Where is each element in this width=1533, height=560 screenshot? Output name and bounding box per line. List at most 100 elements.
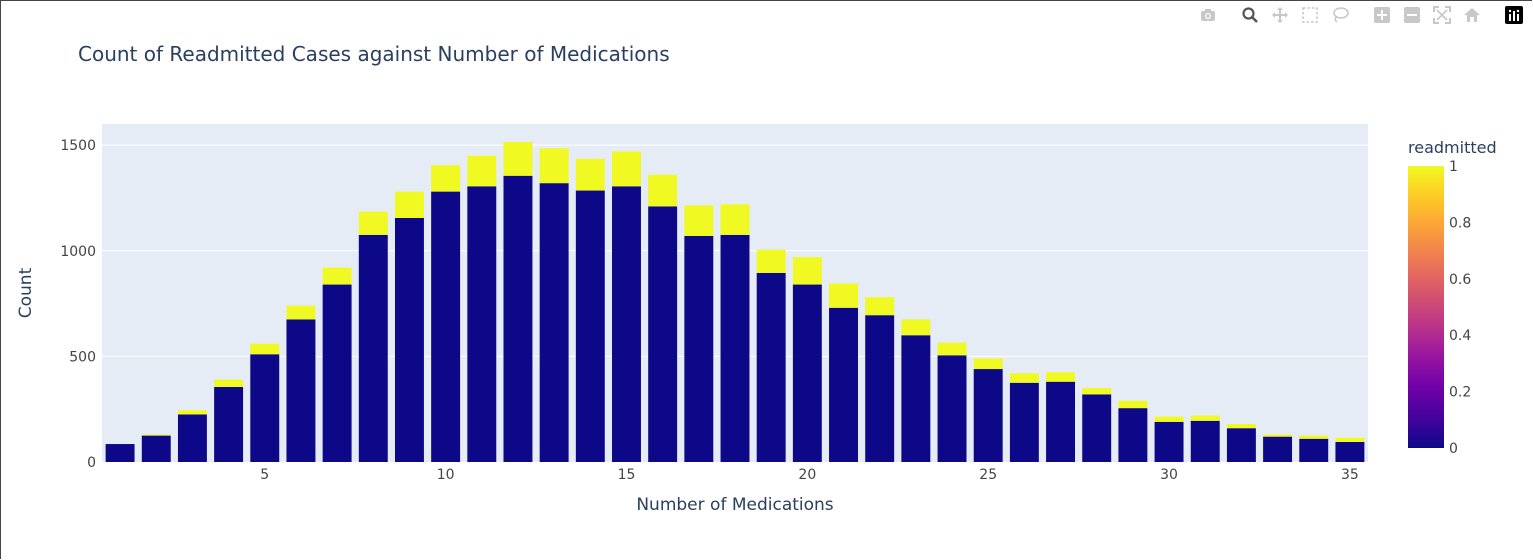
bar-readmitted-0[interactable] (937, 355, 967, 462)
camera-icon[interactable] (1197, 4, 1219, 26)
bar-readmitted-1[interactable] (286, 305, 316, 320)
y-tick-label: 500 (69, 349, 96, 365)
bar-readmitted-1[interactable] (937, 342, 967, 356)
y-tick-label: 1000 (60, 244, 96, 260)
bar-readmitted-1[interactable] (901, 319, 931, 336)
bar-readmitted-0[interactable] (648, 206, 678, 462)
pan-icon[interactable] (1269, 4, 1291, 26)
bar-readmitted-0[interactable] (1299, 438, 1329, 462)
bar-readmitted-0[interactable] (141, 435, 171, 462)
bar-readmitted-0[interactable] (322, 284, 352, 462)
bar-readmitted-1[interactable] (865, 297, 895, 316)
x-tick-label: 35 (1341, 467, 1359, 483)
bar-readmitted-0[interactable] (358, 234, 388, 462)
colorbar-title: readmitted (1408, 138, 1497, 157)
bar-readmitted-0[interactable] (394, 218, 424, 462)
bar-readmitted-0[interactable] (250, 354, 280, 462)
colorbar-tick-label: 1 (1449, 159, 1458, 175)
bar-readmitted-1[interactable] (1046, 372, 1076, 382)
bar-readmitted-1[interactable] (684, 205, 714, 236)
bar-readmitted-1[interactable] (431, 165, 461, 192)
bar-readmitted-0[interactable] (720, 234, 750, 462)
x-tick-label: 10 (437, 467, 455, 483)
bar-readmitted-1[interactable] (1082, 388, 1112, 395)
bar-readmitted-0[interactable] (1190, 420, 1220, 462)
x-axis-title: Number of Medications (636, 495, 833, 515)
bar-readmitted-1[interactable] (720, 204, 750, 235)
bar-readmitted-1[interactable] (1009, 373, 1039, 383)
y-tick-labels: 0 500 1000 1500 (60, 138, 96, 471)
lasso-select-icon[interactable] (1329, 4, 1351, 26)
bar-readmitted-0[interactable] (1082, 394, 1112, 462)
bar-readmitted-0[interactable] (105, 444, 135, 462)
bar-readmitted-0[interactable] (829, 307, 858, 462)
bar-readmitted-1[interactable] (141, 434, 171, 436)
bar-readmitted-0[interactable] (214, 387, 244, 462)
bar-readmitted-1[interactable] (177, 410, 207, 415)
y-axis-title: Count (16, 267, 36, 318)
bar-readmitted-0[interactable] (503, 175, 533, 462)
zoom-out-icon[interactable] (1401, 4, 1423, 26)
modebar (1189, 4, 1525, 26)
colorbar-tick-label: 0 (1449, 441, 1458, 457)
bar-readmitted-1[interactable] (792, 257, 822, 285)
bar-readmitted-0[interactable] (286, 319, 316, 462)
bar-readmitted-0[interactable] (1154, 421, 1184, 462)
colorbar-tick-label: 0.8 (1449, 215, 1471, 231)
bar-readmitted-0[interactable] (177, 414, 207, 462)
bar-readmitted-0[interactable] (1226, 428, 1256, 462)
bar-readmitted-0[interactable] (612, 186, 641, 462)
bar-readmitted-1[interactable] (358, 211, 388, 235)
bar-readmitted-0[interactable] (575, 190, 605, 462)
colorbar-tick-label: 0.2 (1449, 385, 1471, 401)
x-tick-label: 5 (260, 467, 269, 483)
box-select-icon[interactable] (1299, 4, 1321, 26)
zoom-in-icon[interactable] (1371, 4, 1393, 26)
bar-readmitted-0[interactable] (1118, 408, 1148, 462)
bar-readmitted-0[interactable] (865, 315, 895, 462)
bar-readmitted-0[interactable] (901, 335, 931, 462)
autoscale-icon[interactable] (1431, 4, 1453, 26)
x-tick-labels: 5 10 15 20 25 30 35 (260, 467, 1359, 483)
colorbar-tick-labels: 0 0.2 0.4 0.6 0.8 1 (1449, 159, 1471, 457)
bar-readmitted-0[interactable] (792, 284, 822, 462)
bar-readmitted-1[interactable] (539, 148, 569, 184)
bar-readmitted-0[interactable] (431, 191, 461, 462)
bar-readmitted-0[interactable] (1009, 382, 1039, 462)
bar-readmitted-1[interactable] (648, 174, 678, 207)
bar-readmitted-1[interactable] (1190, 415, 1220, 421)
bar-readmitted-0[interactable] (973, 369, 1003, 462)
bar-readmitted-1[interactable] (829, 283, 858, 308)
bar-readmitted-0[interactable] (684, 235, 714, 462)
bar-readmitted-1[interactable] (612, 151, 641, 187)
reset-axes-icon[interactable] (1461, 4, 1483, 26)
bar-readmitted-0[interactable] (1263, 436, 1293, 462)
colorbar-tick-label: 0.4 (1449, 328, 1471, 344)
bar-readmitted-1[interactable] (250, 343, 280, 355)
bar-readmitted-1[interactable] (322, 267, 352, 285)
bar-readmitted-1[interactable] (1154, 416, 1184, 422)
bar-readmitted-1[interactable] (756, 249, 786, 273)
bar-readmitted-1[interactable] (973, 358, 1003, 370)
bar-readmitted-1[interactable] (394, 191, 424, 219)
plotly-logo-icon[interactable] (1503, 4, 1525, 26)
bar-readmitted-1[interactable] (1299, 435, 1329, 439)
bar-readmitted-1[interactable] (1335, 437, 1365, 442)
bar-readmitted-1[interactable] (575, 158, 605, 191)
bar-readmitted-1[interactable] (1263, 434, 1293, 437)
bar-readmitted-0[interactable] (1335, 441, 1365, 462)
bar-readmitted-1[interactable] (503, 141, 533, 176)
bar-readmitted-1[interactable] (467, 155, 497, 187)
bar-readmitted-0[interactable] (1046, 381, 1076, 462)
bar-readmitted-1[interactable] (1118, 400, 1148, 409)
chart-title: Count of Readmitted Cases against Number… (78, 42, 670, 66)
zoom-icon[interactable] (1239, 4, 1261, 26)
bar-readmitted-0[interactable] (467, 186, 497, 462)
bar-readmitted-1[interactable] (214, 379, 244, 388)
bar-readmitted-1[interactable] (1226, 423, 1256, 429)
bar-readmitted-0[interactable] (756, 272, 786, 462)
bar-readmitted-0[interactable] (539, 183, 569, 462)
colorbar-tick-label: 0.6 (1449, 272, 1471, 288)
y-tick-label: 1500 (60, 138, 96, 154)
